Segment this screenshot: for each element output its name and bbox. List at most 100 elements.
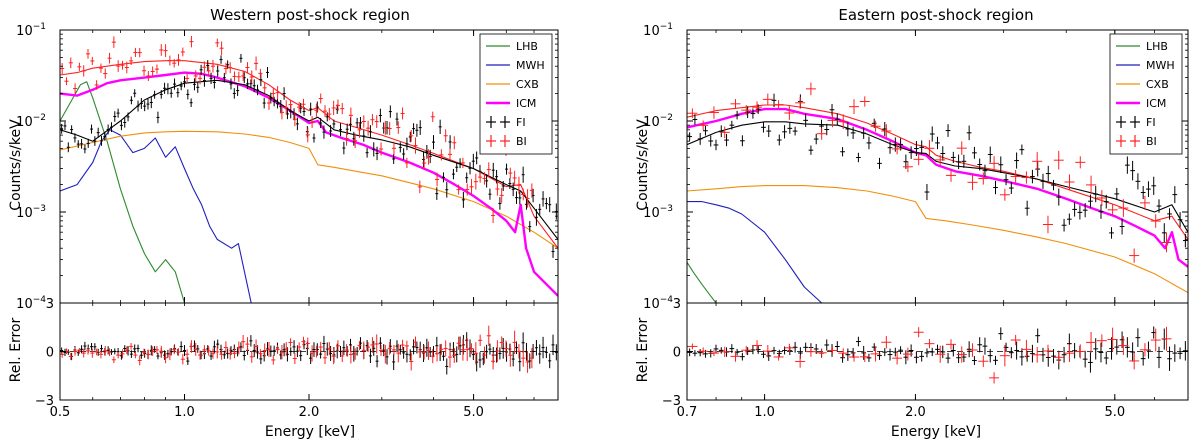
residual-point-bi (1053, 351, 1064, 364)
data-point-bi (176, 54, 181, 66)
data-point-bi (228, 62, 233, 74)
y-tick-label: 10−2 (16, 113, 46, 130)
data-points (60, 36, 558, 258)
data-point-bi (223, 62, 228, 75)
data-point-bi (482, 172, 487, 185)
residual-tick-label: 0 (46, 346, 54, 361)
data-point-fi (1088, 194, 1093, 208)
data-point-fi (412, 123, 416, 135)
residual-point-fi (123, 345, 127, 352)
residual-point-fi (515, 341, 518, 354)
data-point-fi (1146, 181, 1151, 197)
data-point-bi (452, 136, 457, 150)
data-point-bi (698, 120, 709, 131)
data-point-bi (495, 182, 500, 196)
data-point-bi (1161, 232, 1172, 253)
data-point-bi (773, 100, 784, 110)
y-tick-label: 10−4 (643, 295, 673, 312)
data-point-fi (229, 78, 233, 90)
axis-ticks (59, 29, 559, 401)
residual-point-fi (887, 348, 893, 361)
residual-point-bi (870, 346, 881, 362)
data-point-bi (154, 64, 159, 74)
data-point-fi (1061, 218, 1067, 232)
data-point-bi (353, 133, 358, 148)
data-point-fi (1072, 202, 1077, 217)
residual-point-bi (1032, 346, 1043, 363)
data-point-fi (332, 119, 336, 129)
residual-point-fi (750, 345, 756, 355)
residual-point-fi (465, 332, 469, 349)
data-point-fi (1014, 152, 1019, 169)
data-point-fi (362, 130, 366, 142)
data-point-bi (1053, 150, 1064, 170)
data-point-fi (365, 147, 369, 158)
data-point-bi (258, 68, 263, 78)
residual-point-bi (499, 336, 504, 349)
residual-point-fi (441, 351, 445, 361)
residual-point-bi (254, 339, 259, 354)
y-tick-exponent: −4 (33, 295, 47, 305)
residual-point-bi (473, 342, 478, 365)
legend-entry-bi: BI (486, 135, 527, 148)
residual-point-fi (90, 342, 94, 351)
residual-point-fi (183, 345, 186, 356)
residual-point-bi (258, 349, 263, 358)
data-point-fi (534, 208, 538, 226)
residual-point-bi (708, 350, 719, 357)
data-point-fi (86, 138, 90, 148)
residual-point-fi (133, 344, 137, 354)
residual-point-fi (718, 347, 724, 354)
legend-label: FI (1146, 116, 1156, 129)
residual-point-fi (402, 346, 406, 359)
residual-point-fi (511, 351, 515, 367)
residual-point-bi (443, 340, 448, 357)
residual-point-bi (482, 346, 487, 364)
residual-point-fi (998, 327, 1004, 340)
data-point-bi (902, 161, 913, 173)
data-point-bi (366, 120, 371, 136)
data-point-bi (430, 111, 435, 122)
data-point-fi (455, 162, 459, 173)
data-point-fi (511, 182, 515, 197)
residual-point-fi (392, 353, 396, 371)
residual-point-bi (193, 342, 198, 356)
data-point-fi (1167, 208, 1172, 220)
data-point-fi (924, 183, 930, 201)
residual-point-fi (1024, 350, 1030, 362)
data-point-bi (90, 56, 95, 65)
data-point-fi (398, 142, 402, 153)
data-point-fi (295, 117, 299, 131)
data-point-bi (335, 99, 340, 112)
data-point-fi (216, 65, 220, 77)
residual-point-bi (344, 344, 349, 356)
data-point-bi (1086, 175, 1097, 195)
residual-point-fi (312, 342, 316, 357)
data-point-fi (319, 117, 323, 129)
data-point-bi (288, 99, 293, 110)
y-tick-label: 10−2 (643, 113, 673, 130)
data-point-fi (845, 121, 851, 137)
y-tick-base: 10 (16, 297, 33, 312)
data-point-fi (887, 141, 893, 154)
data-point-fi (239, 53, 243, 63)
data-point-fi (70, 125, 74, 134)
residual-point-bi (180, 353, 185, 365)
data-point-fi (908, 146, 914, 159)
legend-label: MWH (516, 59, 545, 72)
series-line-icm (60, 71, 558, 297)
data-point-fi (163, 82, 167, 94)
data-point-bi (447, 148, 453, 161)
residual-point-fi (544, 346, 548, 359)
residual-point-bi (167, 348, 172, 361)
data-point-fi (729, 120, 735, 130)
data-point-fi (275, 99, 279, 109)
data-point-bi (508, 167, 513, 179)
residual-point-fi (239, 342, 243, 352)
data-point-fi (808, 145, 814, 155)
data-point-fi (877, 157, 882, 169)
residual-point-bi (460, 338, 465, 361)
series-line-lhb (60, 81, 186, 303)
data-point-fi (541, 191, 545, 207)
residual-point-bi (447, 346, 453, 368)
